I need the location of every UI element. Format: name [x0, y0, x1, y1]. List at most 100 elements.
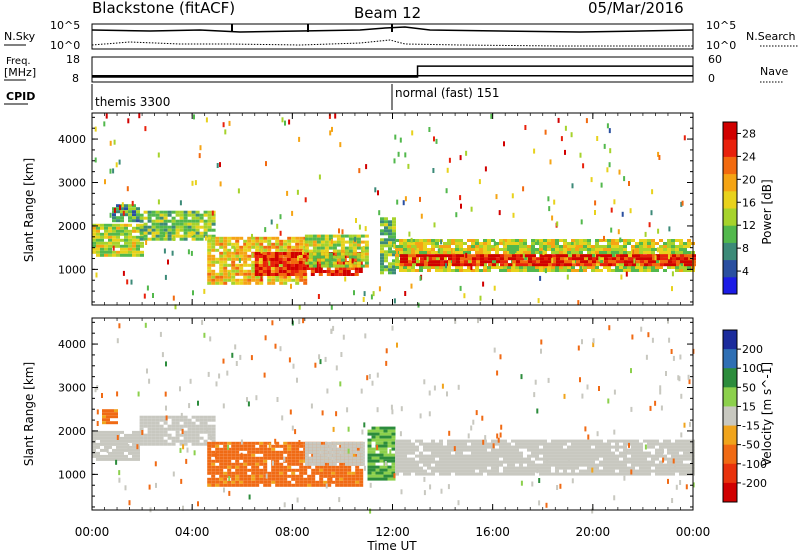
heatmap-cell: [675, 439, 679, 443]
heatmap-cell: [343, 483, 348, 487]
heatmap-speck: [407, 163, 410, 169]
heatmap-cell: [316, 444, 321, 448]
heatmap-cell: [312, 261, 317, 265]
heatmap-cell: [163, 439, 168, 443]
heatmap-speck: [484, 166, 487, 172]
heatmap-cell: [140, 250, 144, 254]
heatmap-cell: [255, 278, 260, 282]
heatmap-cell: [443, 457, 447, 461]
heatmap-cell: [187, 225, 192, 229]
heatmap-cell: [207, 444, 212, 448]
heatmap-cell: [348, 240, 353, 244]
heatmap-cell: [527, 269, 531, 272]
heatmap-cell: [475, 454, 479, 458]
heatmap-cell: [491, 460, 495, 464]
heatmap-cell: [355, 480, 360, 484]
heatmap-cell: [136, 216, 140, 220]
heatmap-cell: [211, 281, 216, 285]
heatmap-cell: [427, 445, 431, 449]
heatmap-speck: [432, 168, 435, 173]
heatmap-cell: [266, 252, 271, 255]
heatmap-cell: [124, 244, 128, 248]
heatmap-cell: [104, 250, 108, 254]
heatmap-speck: [470, 206, 473, 212]
heatmap-cell: [175, 415, 180, 419]
heatmap-cell: [299, 242, 304, 246]
heatmap-cell: [491, 454, 495, 458]
heatmap-cell: [187, 231, 192, 235]
heatmap-cell: [291, 278, 296, 282]
heatmap-cell: [519, 242, 523, 245]
heatmap-cell: [235, 248, 240, 252]
heatmap-cell: [687, 269, 691, 272]
heatmap-cell: [683, 457, 687, 461]
heatmap-cell: [392, 223, 396, 227]
heatmap-cell: [487, 472, 491, 476]
heatmap-cell: [391, 438, 396, 442]
heatmap-speck: [414, 245, 417, 251]
heatmap-cell: [344, 249, 349, 253]
heatmap-cell: [215, 248, 220, 252]
heatmap-cell: [411, 245, 415, 248]
heatmap-cell: [143, 418, 148, 422]
heatmap-cell: [524, 263, 528, 267]
heatmap-cell: [251, 245, 256, 249]
heatmap-cell: [360, 252, 365, 256]
heatmap-cell: [124, 457, 128, 461]
heatmap-cell: [356, 258, 361, 262]
heatmap-cell: [547, 442, 551, 446]
heatmap-cell: [379, 435, 384, 439]
heatmap-cell: [559, 269, 563, 272]
heatmap-cell: [211, 248, 216, 252]
heatmap-cell: [555, 469, 559, 473]
heatmap-cell: [399, 439, 403, 443]
heatmap-cell: [271, 266, 276, 270]
heatmap-cell: [663, 466, 667, 470]
heatmap-cell: [302, 267, 307, 270]
heatmap-cell: [243, 453, 248, 457]
heatmap-cell: [211, 239, 216, 243]
heatmap-cell: [191, 436, 196, 440]
heatmap-cell: [520, 254, 524, 258]
heatmap-cell: [283, 248, 288, 252]
heatmap-cell: [547, 460, 551, 464]
heatmap-speck: [113, 139, 116, 145]
heatmap-cell: [607, 451, 611, 455]
heatmap-cell: [283, 465, 288, 469]
heatmap-cell: [388, 262, 392, 266]
heatmap-speck: [590, 177, 593, 183]
heatmap-cell: [527, 266, 531, 269]
heatmap-cell: [139, 415, 144, 419]
heatmap-cell: [639, 266, 643, 269]
heatmap-cell: [364, 261, 369, 265]
heatmap-cell: [336, 459, 341, 463]
heatmap-cell: [519, 454, 523, 458]
heatmap-speck: [310, 403, 313, 409]
heatmap-speck: [197, 501, 199, 507]
heatmap-cell: [136, 439, 140, 443]
heatmap-cell: [427, 269, 431, 272]
heatmap-cell: [384, 238, 388, 242]
heatmap-cell: [547, 463, 551, 467]
heatmap-cell: [231, 242, 236, 246]
heatmap-speck: [520, 480, 523, 486]
heatmap-cell: [207, 228, 212, 232]
heatmap-cell: [251, 272, 256, 276]
heatmap-cell: [100, 442, 104, 446]
heatmap-cell: [251, 477, 256, 481]
heatmap-cell: [399, 448, 403, 452]
heatmap-cell: [627, 466, 631, 470]
heatmap-cell: [611, 439, 615, 443]
heatmap-speck: [219, 181, 222, 187]
heatmap-cell: [163, 228, 168, 232]
heatmap-cell: [627, 451, 631, 455]
heatmap-speck: [571, 183, 574, 189]
heatmap-cell: [120, 442, 124, 446]
heatmap-cell: [407, 445, 411, 449]
power-ylabel: Slant Range [km]: [22, 158, 36, 262]
heatmap-cell: [591, 254, 595, 257]
heatmap-cell: [495, 266, 499, 269]
heatmap-speck: [109, 212, 112, 218]
heatmap-cell: [223, 480, 228, 484]
heatmap-cell: [631, 460, 635, 464]
